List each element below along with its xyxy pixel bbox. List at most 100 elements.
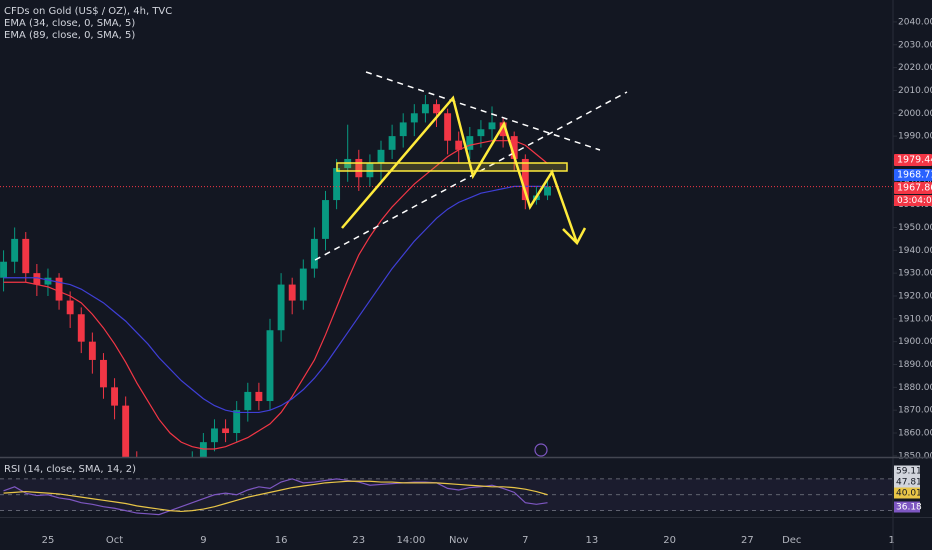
candle-body <box>388 136 396 150</box>
candle-body <box>44 277 52 285</box>
x-tick-label: 7 <box>522 535 528 546</box>
y-tick-label: 1870.00 <box>898 406 932 416</box>
y-tick-label: 1950.00 <box>898 223 932 233</box>
candle-body <box>499 122 507 137</box>
y-tick-label: 1900.00 <box>898 337 932 347</box>
rsi-line <box>3 478 548 516</box>
y-tick-label: 1880.00 <box>898 383 932 393</box>
ema-line <box>3 140 548 450</box>
candle-body <box>510 136 518 159</box>
y-tick-label: 1990.00 <box>898 132 932 142</box>
x-tick-label: Oct <box>106 535 123 546</box>
y-tick-label: 1930.00 <box>898 269 932 279</box>
zigzag-path <box>341 95 579 244</box>
candle-body <box>322 200 329 239</box>
candle-body <box>0 261 7 278</box>
candle-body <box>299 268 307 301</box>
candle-body <box>377 149 385 164</box>
candle-body <box>466 136 474 150</box>
price-tag <box>894 154 932 166</box>
event-icon[interactable] <box>534 443 548 457</box>
price-tag <box>894 182 932 194</box>
candle-body <box>544 186 551 196</box>
candle-body <box>455 140 463 150</box>
candle-body <box>521 158 529 201</box>
candle-body <box>255 391 263 402</box>
countdown-label: 03:04:09 <box>897 196 932 206</box>
candle-body <box>244 391 252 411</box>
trend-line <box>365 71 601 151</box>
rsi-tag <box>894 501 920 513</box>
x-tick-label: 27 <box>741 535 754 546</box>
x-tick-label: 1 <box>888 535 894 546</box>
candle-body <box>11 238 19 262</box>
y-tick-label: 2010.00 <box>898 86 932 96</box>
price-tag-label: 1968.71 <box>897 170 932 181</box>
rsi-tag <box>894 476 920 488</box>
candle-body <box>410 113 418 123</box>
legend-entry: EMA (34, close, 0, SMA, 5) <box>4 18 135 29</box>
candle-body <box>33 273 41 285</box>
candle-body <box>88 341 96 360</box>
rsi-legend: RSI (14, close, SMA, 14, 2) <box>4 464 136 475</box>
candle-body <box>233 410 241 434</box>
candle-body <box>55 277 63 301</box>
x-tick-label: Nov <box>449 535 469 546</box>
x-tick-label: Dec <box>782 535 801 546</box>
y-tick-label: 1920.00 <box>898 291 932 301</box>
candle-body <box>444 113 452 141</box>
candle-body <box>211 428 218 443</box>
x-tick-label: 13 <box>586 535 599 546</box>
candle-body <box>22 238 30 274</box>
price-tag-label: 1979.44 <box>897 155 932 166</box>
trend-line <box>314 91 628 261</box>
countdown-tag <box>894 195 932 206</box>
y-tick-label: 1890.00 <box>898 360 932 370</box>
candle-body <box>333 168 341 201</box>
candle-body <box>310 238 318 269</box>
drawings <box>314 71 628 457</box>
candle-body <box>277 284 285 331</box>
candle-body <box>100 359 107 388</box>
x-tick-label: 16 <box>275 535 288 546</box>
candle-body <box>77 314 85 342</box>
rsi-tag-label: 40.01 <box>896 489 922 499</box>
candle-body <box>355 158 363 178</box>
candle-body <box>488 122 496 130</box>
rsi-tag <box>894 465 920 477</box>
candle-body <box>399 122 407 137</box>
price-tag-label: 1967.86 <box>897 183 932 194</box>
candle-body <box>288 284 296 301</box>
zone-box <box>336 162 568 172</box>
y-tick-label: 2040.00 <box>898 17 932 27</box>
candle-body <box>111 387 119 406</box>
x-tick-label: 25 <box>42 535 55 546</box>
price-tag <box>894 169 932 181</box>
candle-body <box>477 129 485 137</box>
symbol-legend: CFDs on Gold (US$ / OZ), 4h, TVC <box>4 6 172 17</box>
x-tick-label: 20 <box>663 535 676 546</box>
y-tick-label: 1850.00 <box>898 451 932 461</box>
candle-body <box>122 405 130 457</box>
y-tick-label: 1910.00 <box>898 314 932 324</box>
legend-entry: EMA (89, close, 0, SMA, 5) <box>4 30 135 41</box>
y-tick-label: 2030.00 <box>898 40 932 50</box>
rsi-tag-label: 59.11 <box>896 467 922 477</box>
x-tick-label: 14:00 <box>397 535 426 546</box>
x-tick-label: 9 <box>200 535 206 546</box>
rsi-tag-label: 36.18 <box>896 503 922 513</box>
ema-line <box>3 185 548 414</box>
y-tick-label: 2000.00 <box>898 109 932 119</box>
y-tick-label: 1860.00 <box>898 429 932 439</box>
candle-body <box>266 330 274 402</box>
x-tick-label: 23 <box>352 535 365 546</box>
candle-body <box>421 104 429 114</box>
rsi-tag <box>894 487 920 499</box>
rsi-tag-label: 47.81 <box>896 478 922 488</box>
candle-body <box>433 104 440 114</box>
y-tick-label: 2020.00 <box>898 63 932 73</box>
arrow-head <box>562 227 587 246</box>
rsi-line <box>3 480 548 513</box>
